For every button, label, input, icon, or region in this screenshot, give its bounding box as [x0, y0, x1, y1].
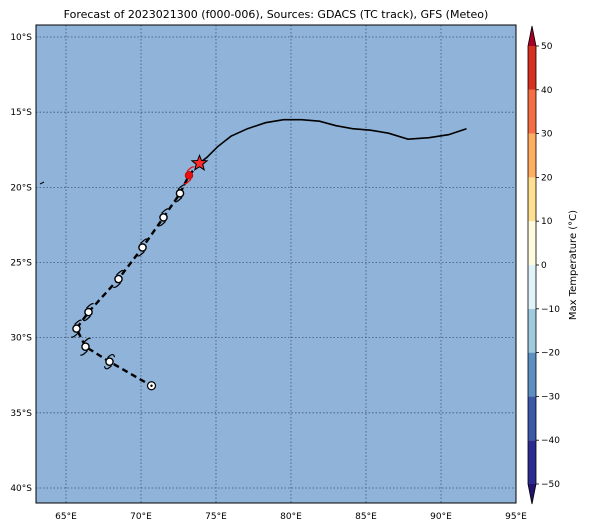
- tropical-cyclone-icon: [82, 303, 95, 322]
- colorbar-bin: [528, 177, 536, 222]
- colorbar-tick-label: −10: [541, 305, 560, 315]
- lon-tick-label: 80°E: [280, 512, 302, 522]
- latitude-axis: 10°S 15°S 20°S 25°S 30°S 35°S 40°S: [10, 33, 32, 494]
- lon-tick-label: 85°E: [355, 512, 377, 522]
- colorbar-bin: [528, 221, 536, 265]
- tropical-cyclone-icon: [157, 208, 170, 227]
- lat-tick-label: 10°S: [10, 33, 32, 43]
- lat-tick-label: 40°S: [10, 484, 32, 494]
- lon-tick-label: 75°E: [205, 512, 227, 522]
- map-title: Forecast of 2023021300 (f000-006), Sourc…: [64, 8, 489, 21]
- low-pressure-icon: [146, 381, 157, 391]
- coastline-fragment: [39, 181, 45, 185]
- tropical-cyclone-icon: [79, 337, 92, 356]
- colorbar-bin: [528, 440, 536, 484]
- colorbar-tick-label: −30: [541, 392, 560, 402]
- map-panel: [35, 24, 517, 504]
- colorbar-bin: [528, 46, 536, 90]
- colorbar-tick-label: 30: [541, 130, 553, 140]
- current-position-star-icon: [190, 153, 209, 171]
- colorbar-bin: [528, 265, 536, 309]
- colorbar-bin: [528, 133, 536, 178]
- colorbar-tick-label: 40: [541, 86, 553, 96]
- cyclone-tracks: [70, 118, 467, 391]
- colorbar-label: Max Temperature (°C): [568, 210, 579, 320]
- temperature-colorbar: 50 40 30 20 10 0 −10 −20 −30 −40 −50: [527, 25, 560, 505]
- colorbar-tick-label: −20: [541, 349, 560, 359]
- lat-tick-label: 30°S: [10, 334, 32, 344]
- colorbar-bin: [528, 396, 536, 441]
- current-storm-icon: [183, 166, 195, 185]
- colorbar-bin: [528, 308, 536, 353]
- lon-tick-label: 70°E: [130, 512, 152, 522]
- lat-tick-label: 35°S: [10, 409, 32, 419]
- colorbar-tick-label: 20: [541, 173, 553, 183]
- colorbar-tick-label: −50: [541, 480, 560, 490]
- tropical-storm-icon: [103, 353, 116, 370]
- lon-tick-label: 90°E: [430, 512, 452, 522]
- lon-tick-label: 65°E: [55, 512, 77, 522]
- colorbar-max-extension: [528, 26, 536, 46]
- lat-tick-label: 20°S: [10, 183, 32, 193]
- gridlines: [36, 25, 516, 503]
- colorbar-bin: [528, 89, 536, 134]
- tropical-cyclone-icon: [174, 184, 186, 203]
- colorbar-tick-label: −40: [541, 436, 560, 446]
- colorbar-tick-label: 0: [541, 261, 547, 271]
- lat-tick-label: 25°S: [10, 258, 32, 268]
- colorbar-min-extension: [528, 484, 536, 504]
- lat-tick-label: 15°S: [10, 108, 32, 118]
- tropical-cyclone-icon: [112, 269, 125, 289]
- past-track-line: [199, 118, 467, 164]
- colorbar-tick-label: 50: [541, 42, 553, 52]
- tropical-cyclone-icon: [70, 319, 83, 338]
- colorbar-tick-label: 10: [541, 217, 553, 227]
- ocean-background: [36, 25, 516, 503]
- colorbar-bin: [528, 352, 536, 397]
- lon-tick-label: 95°E: [505, 512, 527, 522]
- map-frame: [35, 24, 517, 504]
- longitude-axis: 65°E 70°E 75°E 80°E 85°E 90°E 95°E: [55, 512, 527, 522]
- tropical-cyclone-icon: [136, 238, 149, 257]
